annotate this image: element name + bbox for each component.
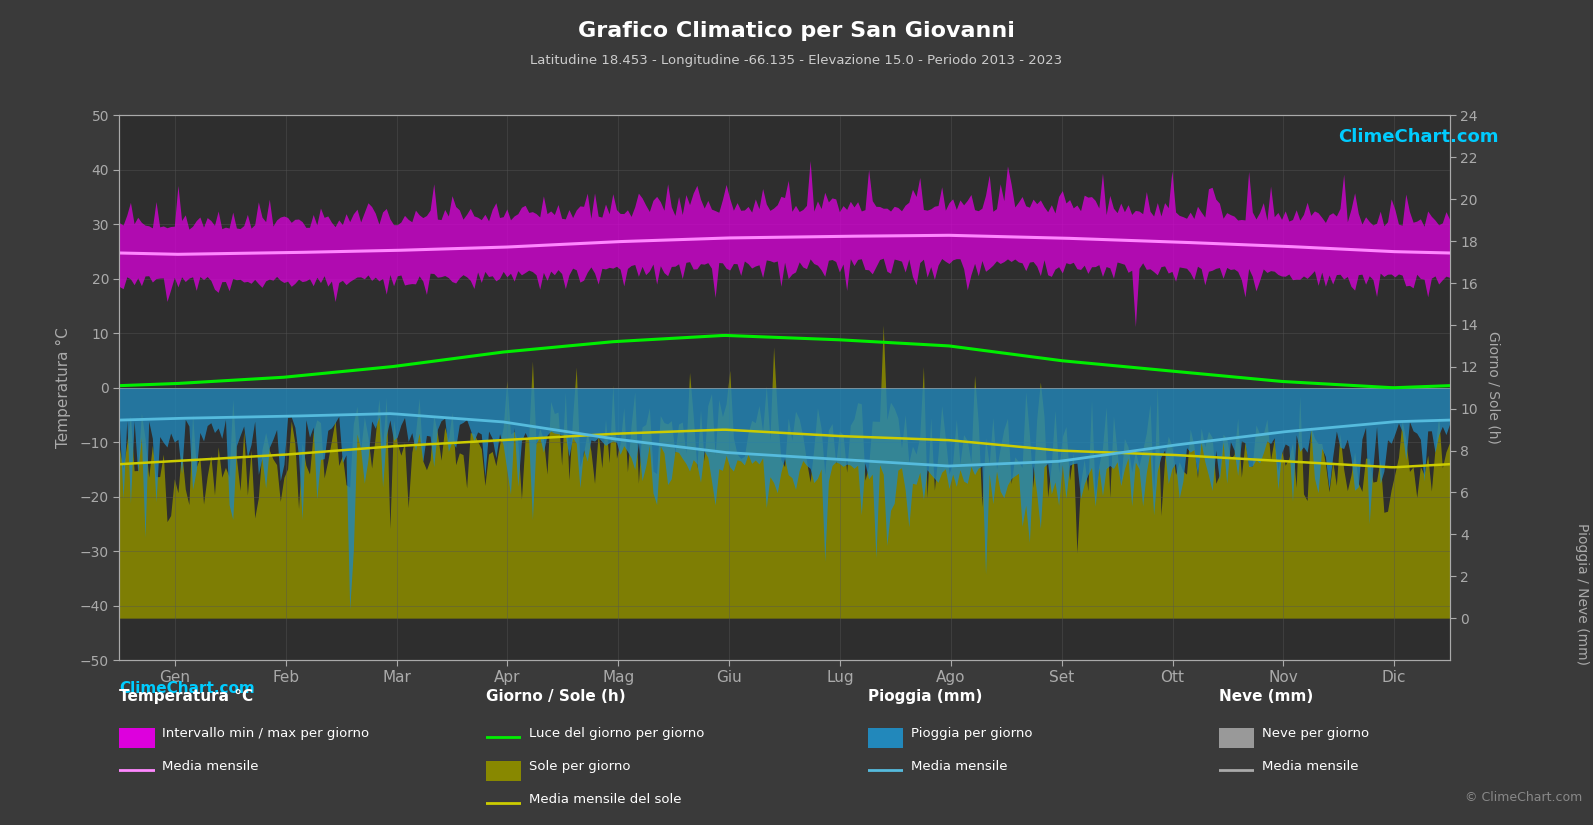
Text: Temperatura °C: Temperatura °C [119,689,253,705]
Text: ClimeChart.com: ClimeChart.com [1338,128,1499,146]
Text: Luce del giorno per giorno: Luce del giorno per giorno [529,727,704,740]
Text: Media mensile del sole: Media mensile del sole [529,793,682,806]
Text: © ClimeChart.com: © ClimeChart.com [1464,791,1582,804]
Text: Pioggia / Neve (mm): Pioggia / Neve (mm) [1575,523,1588,665]
Text: Media mensile: Media mensile [911,760,1008,773]
Y-axis label: Giorno / Sole (h): Giorno / Sole (h) [1486,332,1501,444]
Text: Intervallo min / max per giorno: Intervallo min / max per giorno [162,727,370,740]
Text: Sole per giorno: Sole per giorno [529,760,631,773]
Text: ClimeChart.com: ClimeChart.com [119,681,255,695]
Text: Media mensile: Media mensile [162,760,260,773]
Text: Neve per giorno: Neve per giorno [1262,727,1368,740]
Text: Pioggia (mm): Pioggia (mm) [868,689,983,705]
Text: Neve (mm): Neve (mm) [1219,689,1313,705]
Y-axis label: Temperatura °C: Temperatura °C [56,328,72,448]
Text: Grafico Climatico per San Giovanni: Grafico Climatico per San Giovanni [578,21,1015,40]
Text: Pioggia per giorno: Pioggia per giorno [911,727,1032,740]
Text: Latitudine 18.453 - Longitudine -66.135 - Elevazione 15.0 - Periodo 2013 - 2023: Latitudine 18.453 - Longitudine -66.135 … [530,54,1063,67]
Text: Media mensile: Media mensile [1262,760,1359,773]
Text: Giorno / Sole (h): Giorno / Sole (h) [486,689,626,705]
